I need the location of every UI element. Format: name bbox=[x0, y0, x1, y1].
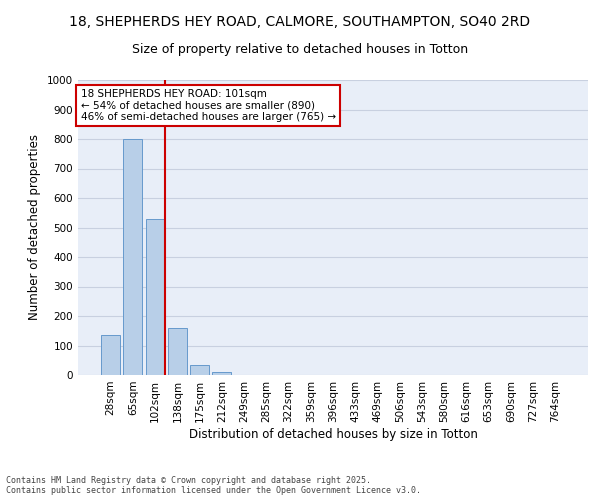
Text: Contains HM Land Registry data © Crown copyright and database right 2025.
Contai: Contains HM Land Registry data © Crown c… bbox=[6, 476, 421, 495]
Bar bbox=[146, 218, 164, 375]
Text: 18 SHEPHERDS HEY ROAD: 101sqm
← 54% of detached houses are smaller (890)
46% of : 18 SHEPHERDS HEY ROAD: 101sqm ← 54% of d… bbox=[80, 89, 335, 122]
Y-axis label: Number of detached properties: Number of detached properties bbox=[28, 134, 41, 320]
Bar bbox=[190, 364, 209, 375]
X-axis label: Distribution of detached houses by size in Totton: Distribution of detached houses by size … bbox=[188, 428, 478, 440]
Bar bbox=[212, 372, 231, 375]
Bar bbox=[101, 335, 120, 375]
Text: Size of property relative to detached houses in Totton: Size of property relative to detached ho… bbox=[132, 42, 468, 56]
Bar bbox=[168, 328, 187, 375]
Bar bbox=[124, 139, 142, 375]
Text: 18, SHEPHERDS HEY ROAD, CALMORE, SOUTHAMPTON, SO40 2RD: 18, SHEPHERDS HEY ROAD, CALMORE, SOUTHAM… bbox=[70, 15, 530, 29]
